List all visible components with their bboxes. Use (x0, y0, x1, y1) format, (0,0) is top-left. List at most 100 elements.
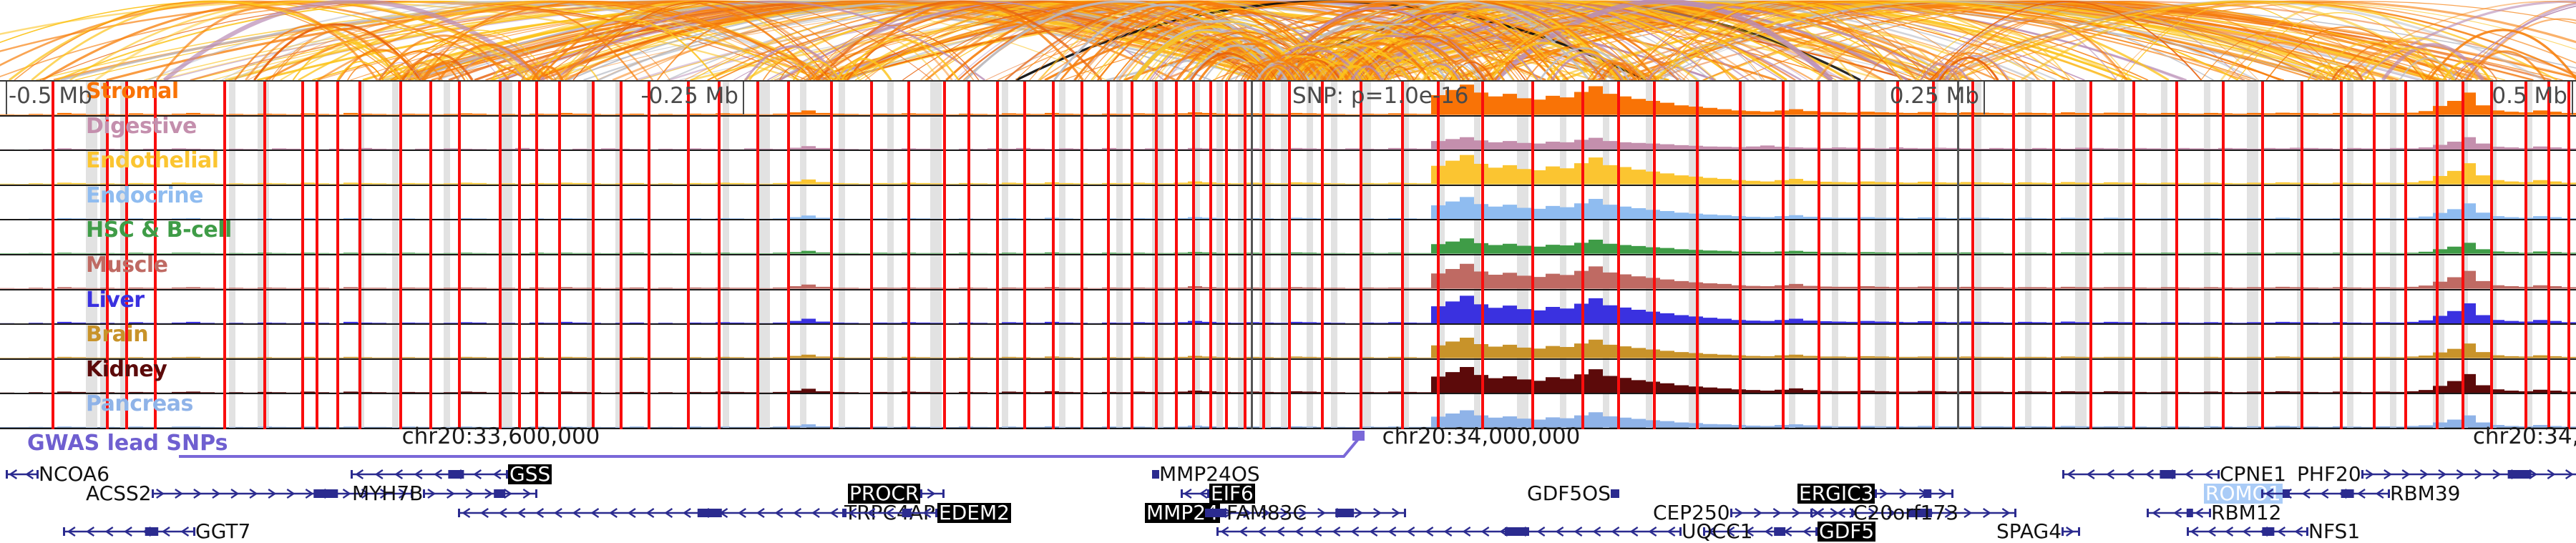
gene-c20orf173[interactable]: C20orf173 (1810, 502, 1958, 523)
gene-nfs1[interactable]: NFS1 (2187, 521, 2360, 542)
gene-label: FAM83C (1226, 501, 1307, 524)
gwas-connector-line (179, 431, 1365, 458)
gene-gdf5os[interactable]: GDF5OS (1527, 483, 1619, 504)
gene-label: ACSS2 (86, 481, 152, 505)
track-label-brain: Brain (86, 325, 149, 348)
signal-track-stromal[interactable]: Stromal (0, 82, 2576, 117)
gene-body (1875, 489, 1954, 499)
track-histogram (0, 263, 2576, 289)
signal-track-muscle[interactable]: Muscle (0, 255, 2576, 290)
signal-track-endothelial[interactable]: Endothelial (0, 151, 2576, 186)
chromatin-interaction-arc-panel (0, 0, 2576, 80)
gene-cpne1[interactable]: CPNE1 (2062, 464, 2286, 484)
track-label-muscle: Muscle (86, 255, 168, 278)
gene-body (423, 489, 538, 499)
gene-label: CPNE1 (2220, 462, 2286, 486)
gene-body (1152, 470, 1159, 479)
track-histogram (0, 338, 2576, 358)
signal-track-endocrine[interactable]: Endocrine (0, 186, 2576, 221)
gene-label: RBM39 (2390, 481, 2461, 505)
track-label-liver: Liver (86, 290, 145, 313)
gene-label: ERGIC3 (1797, 481, 1875, 505)
track-label-digestive: Digestive (86, 116, 197, 139)
gene-mmp24os[interactable]: MMP24OS (1152, 464, 1260, 484)
track-label-endocrine: Endocrine (86, 185, 204, 208)
gene-annotation-panel[interactable]: GWAS lead SNPs chr20:33,600,000 chr20:34,… (0, 424, 2576, 542)
gene-body (151, 489, 413, 499)
gene-eif6[interactable]: EIF6 (1181, 483, 1255, 504)
gene-body (6, 469, 39, 479)
gene-label: RBM12 (2211, 501, 2282, 524)
signal-track-brain[interactable]: Brain (0, 325, 2576, 360)
signal-track-liver[interactable]: Liver (0, 290, 2576, 326)
arc-svg (0, 0, 2576, 80)
gene-gss[interactable]: GSS (351, 464, 552, 484)
gene-myh7b[interactable]: MYH7B (352, 481, 538, 505)
gene-body (1729, 508, 2016, 518)
gene-fam83c[interactable]: FAM83C (1205, 502, 1307, 523)
gene-phf20[interactable]: PHF20 (2297, 464, 2576, 484)
gene-ergic3[interactable]: ERGIC3 (1797, 481, 1954, 505)
gene-body (351, 469, 508, 479)
gene-body (63, 527, 195, 537)
gene-body (458, 508, 844, 518)
gene-body (2187, 527, 2308, 537)
gene-label: GGT7 (195, 519, 251, 543)
signal-track-pancreas[interactable]: Pancreas (0, 394, 2576, 429)
gene-rbm39[interactable]: RBM39 (2261, 483, 2460, 504)
gene-body (920, 489, 945, 499)
gene-label: EIF6 (1209, 481, 1255, 505)
gene-body (2062, 527, 2081, 537)
gene-cep250[interactable]: CEP250 (1653, 502, 2016, 523)
gene-label: GDF5 (1818, 519, 1876, 543)
gene-ncoa6[interactable]: NCOA6 (6, 464, 109, 484)
gene-body (1216, 527, 1682, 537)
track-histogram (0, 197, 2576, 220)
gene-body (2147, 508, 2211, 518)
signal-track-panel[interactable]: Stromal Digestive Endothelial Endocrine HSC … (0, 80, 2576, 431)
gene-body (1703, 527, 1818, 537)
gene-body (1810, 508, 1853, 518)
genomic-coordinate-label: chr20:34,4 (2472, 424, 2576, 449)
gene-label: SPAG4 (1996, 519, 2062, 543)
gene-label: UQCC1 (1682, 519, 1753, 543)
gene-label: GDF5OS (1527, 481, 1611, 505)
gene-rbm12[interactable]: RBM12 (2147, 502, 2281, 523)
gene-label: GSS (508, 462, 552, 486)
gene-label: EDEM2 (937, 501, 1011, 524)
gene-procr[interactable]: PROCR (848, 483, 945, 504)
track-histogram (0, 366, 2576, 393)
gene-label: MMP24OS (1159, 462, 1260, 486)
gene-label: NFS1 (2308, 519, 2361, 543)
gene-label: NCOA6 (39, 462, 110, 486)
gene-ggt7[interactable]: GGT7 (63, 521, 250, 542)
gene-label: C20orf173 (1853, 501, 1959, 524)
gene-label: MYH7B (352, 481, 424, 505)
gene-edem2[interactable]: EDEM2 (844, 502, 1011, 523)
gene-body (2261, 489, 2390, 499)
tracks-container: Stromal Digestive Endothelial Endocrine HSC … (0, 82, 2576, 429)
gene-body (1611, 489, 1619, 498)
gwas-lead-snps-label: GWAS lead SNPs (27, 431, 228, 456)
track-label-hsc-b-cell: HSC & B-cell (86, 220, 232, 243)
gene-label: CEP250 (1653, 501, 1730, 524)
track-histogram (0, 410, 2576, 428)
gene-body (844, 508, 937, 518)
track-histogram (0, 84, 2576, 115)
gene-body (2062, 469, 2220, 479)
gene-spag4[interactable]: SPAG4 (1996, 519, 2081, 543)
signal-track-kidney[interactable]: Kidney (0, 360, 2576, 395)
gene-body (1205, 509, 1226, 517)
signal-track-hsc-b-cell[interactable]: HSC & B-cell (0, 220, 2576, 255)
gene-uqcc1[interactable]: UQCC1 (1216, 521, 1752, 542)
track-histogram (0, 238, 2576, 254)
gene-acss2[interactable]: ACSS2 (86, 483, 413, 504)
gene-label: PHF20 (2297, 462, 2361, 486)
gene-body (2361, 469, 2576, 479)
track-histogram (0, 155, 2576, 185)
track-histogram (0, 137, 2576, 150)
track-label-kidney: Kidney (86, 359, 167, 382)
gene-label: PROCR (848, 481, 921, 505)
signal-track-digestive[interactable]: Digestive (0, 117, 2576, 152)
gene-body (1219, 508, 1406, 518)
